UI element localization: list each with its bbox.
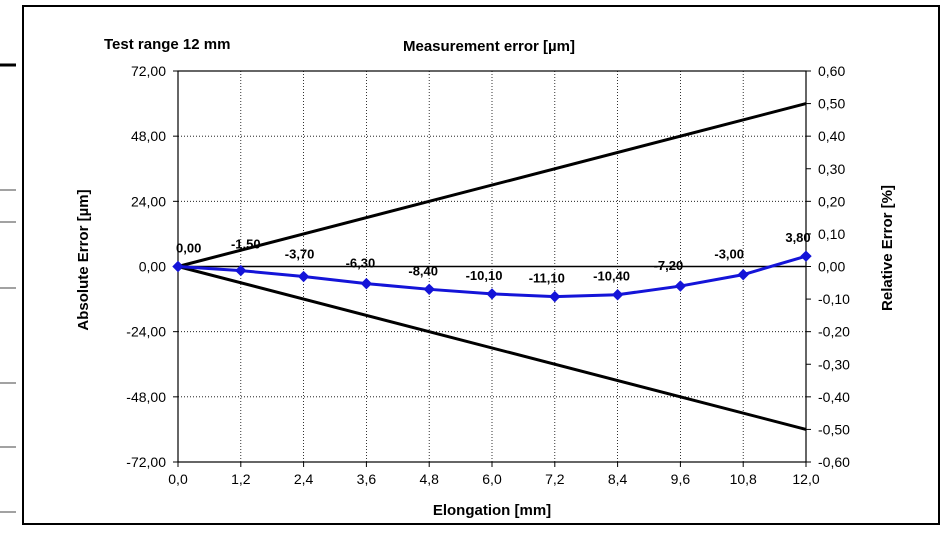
data-point (235, 264, 247, 277)
y2-tick-label: -0,60 (818, 454, 850, 470)
y-tick-label: 48,00 (131, 128, 166, 144)
x-tick-label: 3,6 (357, 471, 377, 487)
x-tick-label: 9,6 (671, 471, 691, 487)
y2-tick-label: -0,40 (818, 389, 850, 405)
y2-tick-label: -0,20 (818, 324, 850, 340)
y2-tick-label: 0,40 (818, 128, 845, 144)
data-label: -3,00 (714, 247, 744, 262)
x-tick-label: 10,8 (730, 471, 757, 487)
y-tick-label: -48,00 (126, 389, 166, 405)
data-point (674, 280, 687, 292)
test-range-label: Test range 12 mm (104, 36, 230, 53)
y2-tick-label: 0,60 (818, 63, 845, 79)
data-label: 3,80 (785, 230, 810, 245)
data-label: -11,10 (529, 271, 565, 286)
y2-tick-label: 0,30 (818, 161, 845, 177)
y-tick-label: 72,00 (131, 63, 166, 79)
left-edge-marks (0, 63, 16, 513)
y2-tick-label: 0,20 (818, 193, 845, 209)
data-label: -1,50 (231, 237, 261, 252)
data-point (172, 260, 184, 273)
y-tick-label: 0,00 (139, 259, 166, 275)
data-point (549, 290, 561, 303)
x-tick-label: 6,0 (482, 471, 502, 487)
data-label: -10,40 (593, 269, 630, 284)
y2-axis-title: Relative Error [%] (879, 185, 896, 311)
y-tick-label: 24,00 (131, 193, 166, 209)
data-point (297, 270, 310, 283)
y-tick-label: -24,00 (126, 324, 166, 340)
x-tick-label: 2,4 (294, 471, 314, 487)
data-label: -7,20 (654, 258, 684, 273)
y-axis-title: Absolute Error [µm] (75, 189, 92, 330)
x-tick-label: 8,4 (608, 471, 628, 487)
x-axis-title: Elongation [mm] (433, 502, 551, 519)
x-tick-label: 7,2 (545, 471, 565, 487)
data-point (800, 250, 812, 262)
y2-tick-label: -0,10 (818, 291, 850, 307)
data-label: -10,10 (466, 268, 503, 283)
measurement-error-chart: Test range 12 mm Measurement error [µm] … (75, 36, 896, 519)
data-label: -8,40 (408, 263, 438, 278)
lower-limit-line (177, 265, 807, 431)
data-label: -3,70 (285, 247, 315, 262)
data-label: 0,00 (176, 241, 201, 256)
chart-frame: Test range 12 mm Measurement error [µm] … (22, 5, 940, 525)
chart-title: Measurement error [µm] (403, 38, 575, 55)
data-point (737, 268, 749, 281)
y2-tick-label: 0,10 (818, 226, 845, 242)
data-point (611, 289, 624, 301)
data-point (486, 288, 498, 300)
y-tick-label: -72,00 (126, 454, 166, 470)
data-point (423, 283, 435, 296)
x-tick-label: 4,8 (419, 471, 439, 487)
x-tick-label: 12,0 (792, 471, 819, 487)
upper-limit-line (177, 102, 807, 268)
y2-tick-label: -0,50 (818, 421, 850, 437)
y2-tick-label: 0,00 (818, 259, 845, 275)
left-edge-fragment (0, 0, 22, 529)
data-point (360, 277, 373, 290)
data-label: -6,30 (346, 256, 376, 271)
x-tick-label: 1,2 (231, 471, 251, 487)
y2-tick-label: -0,30 (818, 356, 850, 372)
y2-tick-label: 0,50 (818, 96, 845, 112)
plot-area: 0,0 1,2 2,4 3,6 4,8 6,0 7,2 8,4 9,6 10,8 12,0 72,00… (126, 63, 850, 487)
x-tick-label: 0,0 (168, 471, 188, 487)
